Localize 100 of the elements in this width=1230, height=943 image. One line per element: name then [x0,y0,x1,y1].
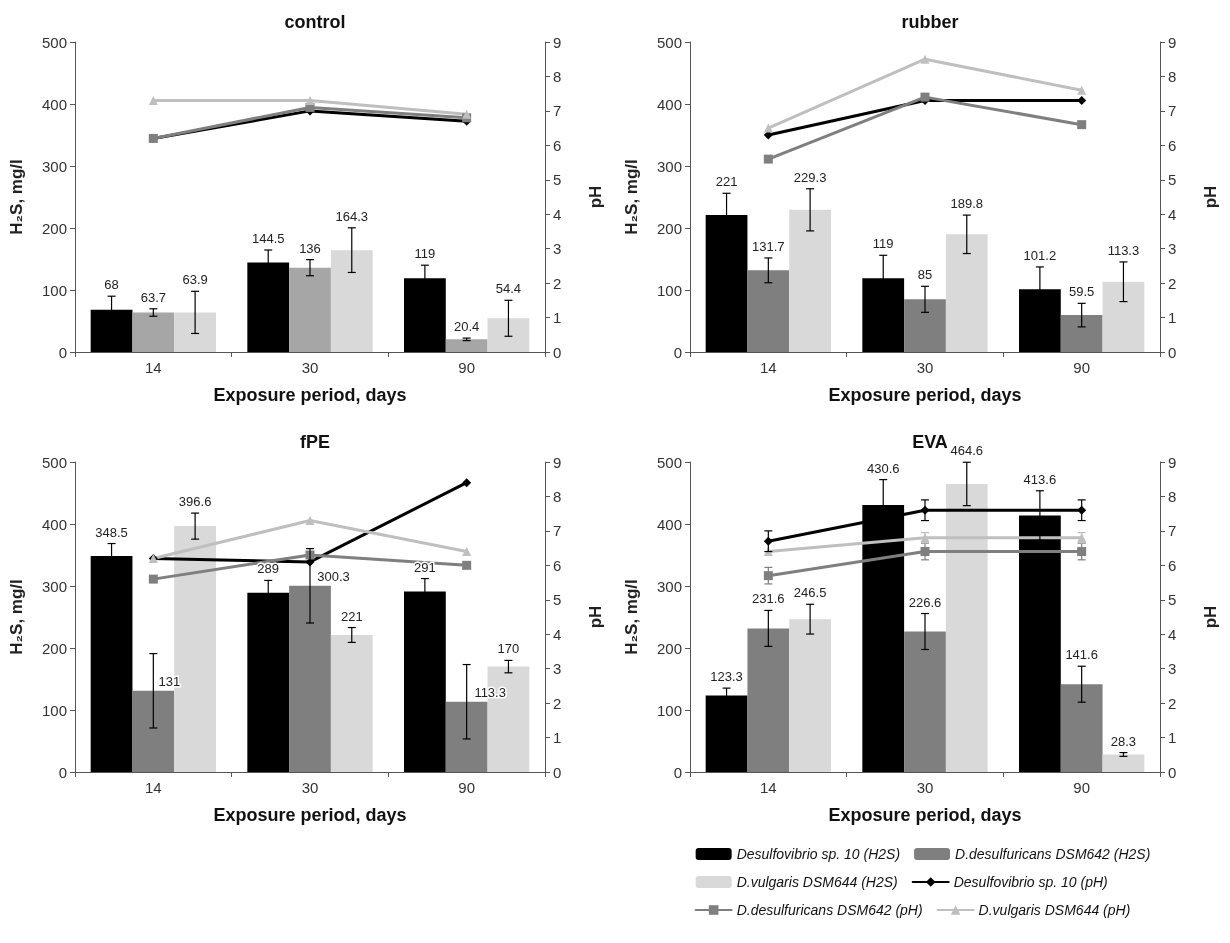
bar [132,312,175,352]
point [305,96,315,106]
bar [289,585,331,772]
y2-tick-label: 1 [1168,309,1177,327]
y2-tick-label: 4 [1168,625,1177,643]
bar [904,299,946,352]
data-label: 464.6 [950,443,984,459]
y2-tick-label: 3 [553,240,562,258]
y2-tick-label: 6 [553,136,562,154]
y-tick-label: 200 [41,639,67,657]
y2-tick-label: 8 [553,487,562,505]
data-label: 28.3 [1110,733,1137,749]
y2-tick-label: 9 [1168,453,1177,471]
data-label: 300.3 [317,568,350,584]
y2-tick-label: 8 [1168,67,1177,85]
bar [1060,315,1103,352]
y2-tick-label: 6 [1168,556,1177,574]
legend-label: D.vulgaris DSM644 (H2S) [736,874,898,890]
bar [445,701,488,772]
x-axis-title: Exposure period, days [213,805,407,825]
y2-tick-label: 6 [553,556,562,574]
y-tick-label: 300 [41,157,67,175]
y2-tick-label: 5 [1168,171,1177,189]
x-tick-label: 30 [301,779,319,796]
legend-label: Desulfovibrio sp. 10 (H2S) [736,846,901,862]
x-tick-label: 14 [759,779,777,796]
data-label: 246.5 [793,585,827,601]
bar [289,267,331,352]
point [148,574,158,584]
data-label: 68 [104,277,119,293]
point [1077,96,1087,106]
data-label: 131.7 [752,238,785,254]
x-tick-label: 14 [759,359,777,376]
data-label: 141.6 [1065,647,1098,663]
y2-axis-title: pH [1201,605,1220,629]
legend-label: D.desulfuricans DSM642 (H2S) [955,846,1151,862]
y-tick-label: 500 [41,33,67,51]
bar [904,631,946,772]
bar [945,483,988,772]
data-label: 63.7 [140,289,166,305]
y2-tick-label: 8 [553,67,562,85]
chart-title: fPE [299,432,331,452]
point [148,96,158,106]
data-label: 131 [158,673,181,689]
x-axis-title: Exposure period, days [828,805,1022,825]
point [920,54,930,64]
y-tick-label: 200 [41,219,67,237]
y2-axis-title: pH [586,185,605,209]
x-tick-label: 14 [144,779,162,796]
y-tick-label: 400 [41,95,67,113]
y-tick-label: 500 [41,453,67,471]
y-tick-label: 100 [41,701,67,719]
y2-tick-label: 7 [553,522,562,540]
y-tick-label: 0 [673,343,682,361]
y-tick-label: 0 [673,763,682,781]
y2-axis-title: pH [586,605,605,629]
data-label: 119 [872,236,894,252]
y-tick-label: 400 [656,95,682,113]
data-label: 226.6 [908,594,942,610]
bar [487,318,530,352]
point [1077,120,1087,130]
y-tick-label: 300 [41,577,67,595]
point [763,154,773,164]
y-tick-label: 200 [656,639,682,657]
y2-tick-label: 5 [553,591,562,609]
x-tick-label: 90 [458,779,476,796]
y-tick-label: 0 [58,343,67,361]
legend-label: D.desulfuricans DSM642 (pH) [736,902,923,918]
data-label: 123.3 [710,669,743,685]
bar [1102,754,1145,772]
y2-tick-label: 2 [1168,694,1177,712]
y-axis-title: H₂S, mg/l [622,159,641,235]
point [920,92,930,102]
y2-tick-label: 4 [553,625,562,643]
y-axis-title: H₂S, mg/l [622,579,641,655]
y-tick-label: 100 [41,281,67,299]
y2-tick-label: 0 [553,763,562,781]
point [763,123,773,133]
x-tick-label: 30 [301,359,319,376]
y2-tick-label: 5 [553,171,562,189]
bar [1102,281,1145,352]
bar [789,209,831,352]
bar [132,690,175,772]
point [462,560,472,570]
bar [330,250,373,352]
x-tick-label: 90 [1073,779,1091,796]
y2-tick-label: 8 [1168,487,1177,505]
data-label: 231.6 [752,591,785,607]
data-label: 144.5 [251,231,285,247]
y-tick-label: 100 [656,281,682,299]
data-label: 189.8 [950,196,984,212]
y2-tick-label: 3 [1168,660,1177,678]
x-tick-label: 30 [916,359,934,376]
y-tick-label: 200 [656,219,682,237]
data-label: 113.3 [474,684,506,700]
y-tick-label: 300 [656,577,682,595]
y2-tick-label: 3 [553,660,562,678]
bar [747,628,790,772]
y2-tick-label: 9 [1168,33,1177,51]
legend-label: D.vulgaris DSM644 (pH) [978,902,1131,918]
